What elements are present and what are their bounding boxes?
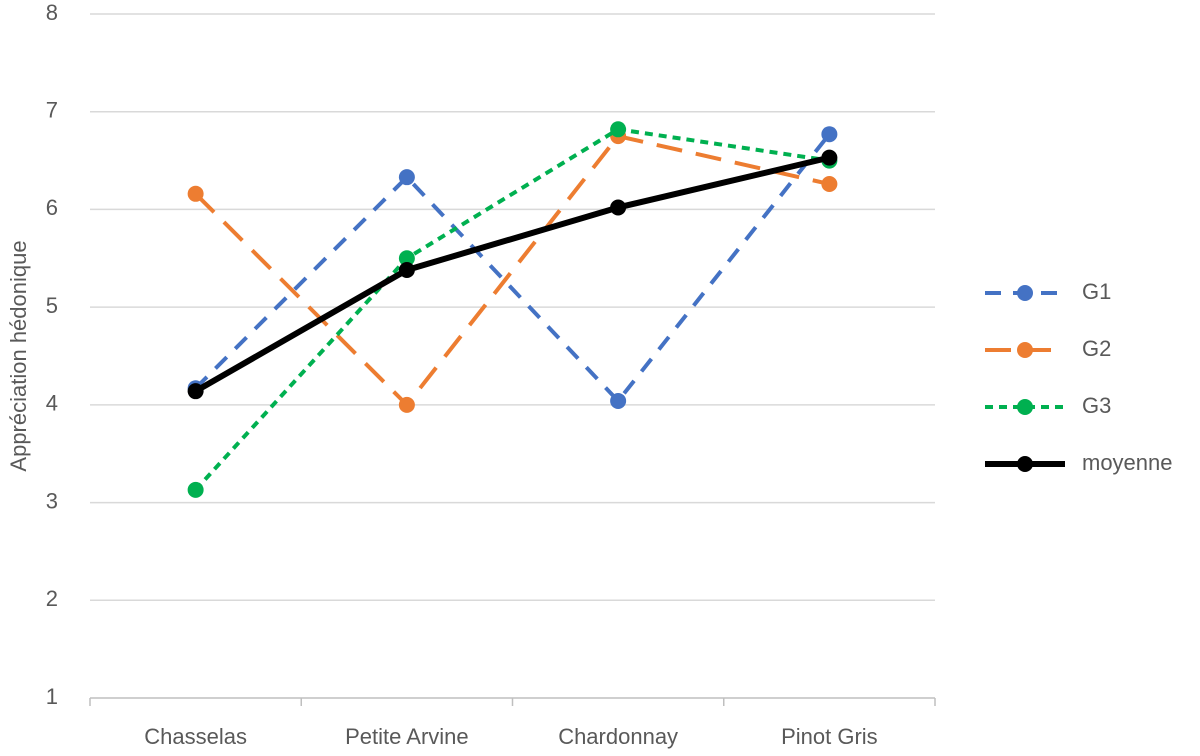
y-tick-label: 2 (46, 586, 58, 611)
y-tick-label: 8 (46, 0, 58, 25)
data-point (610, 199, 627, 216)
legend-marker (1017, 342, 1033, 358)
y-axis-label: Appréciation hédonique (6, 240, 31, 471)
y-tick-label: 4 (46, 391, 58, 416)
x-tick-label: Chardonnay (558, 724, 678, 749)
x-tick-label: Pinot Gris (781, 724, 878, 749)
y-tick-label: 3 (46, 488, 58, 513)
data-point (610, 392, 627, 409)
x-tick-label: Petite Arvine (345, 724, 469, 749)
data-point (821, 126, 838, 143)
data-point (187, 383, 204, 400)
x-tick-label: Chasselas (144, 724, 247, 749)
series-line (194, 127, 830, 492)
data-point (610, 121, 627, 138)
data-point (398, 262, 415, 279)
series-line (194, 134, 830, 407)
series-line (194, 154, 831, 394)
series-line (194, 132, 831, 403)
legend-marker (1017, 399, 1033, 415)
legend-marker (1017, 285, 1033, 301)
data-point (821, 149, 838, 166)
data-point (821, 176, 838, 193)
y-tick-label: 5 (46, 293, 58, 318)
data-point (398, 250, 415, 267)
legend-marker (1017, 456, 1033, 472)
y-tick-label: 7 (46, 98, 58, 123)
data-point (398, 169, 415, 186)
legend-label: G2 (1082, 336, 1111, 361)
data-point (187, 481, 204, 498)
y-tick-label: 1 (46, 684, 58, 709)
data-point (187, 185, 204, 202)
legend-label: G3 (1082, 393, 1111, 418)
data-point (398, 396, 415, 413)
legend-label: moyenne (1082, 450, 1173, 475)
y-tick-label: 6 (46, 195, 58, 220)
legend-label: G1 (1082, 279, 1111, 304)
